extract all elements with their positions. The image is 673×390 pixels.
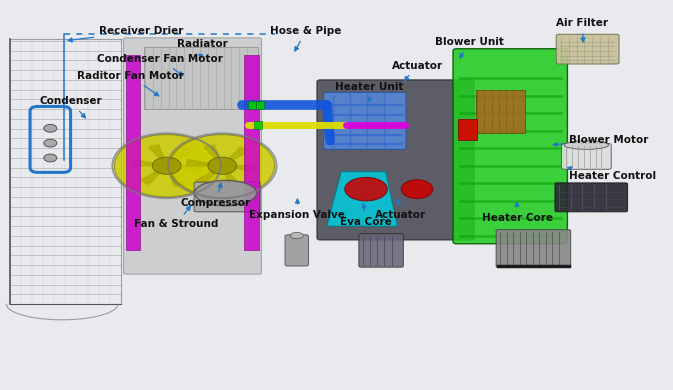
Circle shape [44, 124, 57, 132]
Bar [458, 119, 477, 140]
Bar [244, 55, 259, 250]
Text: Radiator: Radiator [177, 39, 228, 58]
Text: Receiver Drier: Receiver Drier [68, 26, 184, 42]
Polygon shape [327, 172, 398, 226]
Text: Raditor Fan Motor: Raditor Fan Motor [77, 71, 184, 96]
FancyBboxPatch shape [453, 49, 567, 244]
FancyBboxPatch shape [496, 230, 571, 267]
Bar [254, 121, 262, 129]
Text: Actuator: Actuator [392, 60, 443, 81]
Ellipse shape [564, 141, 608, 149]
Bar [144, 47, 258, 109]
Bar [476, 90, 525, 133]
Text: Hose & Pipe: Hose & Pipe [271, 26, 342, 51]
FancyBboxPatch shape [124, 38, 262, 274]
Text: Condenser: Condenser [39, 96, 102, 118]
FancyBboxPatch shape [561, 144, 611, 169]
Ellipse shape [345, 177, 387, 201]
Ellipse shape [401, 180, 433, 199]
FancyBboxPatch shape [194, 182, 260, 212]
Polygon shape [205, 145, 222, 166]
Bar [248, 101, 256, 109]
Polygon shape [222, 166, 240, 187]
Circle shape [152, 157, 181, 174]
Text: Heater Unit: Heater Unit [335, 82, 404, 102]
Ellipse shape [290, 232, 304, 239]
Text: Condenser Fan Motor: Condenser Fan Motor [97, 54, 223, 76]
Polygon shape [167, 166, 184, 187]
FancyBboxPatch shape [285, 235, 308, 266]
Polygon shape [186, 160, 222, 166]
FancyBboxPatch shape [317, 80, 474, 240]
Circle shape [170, 135, 275, 197]
Text: Heater Core: Heater Core [483, 202, 553, 223]
Bar [125, 55, 140, 250]
Text: Actuator: Actuator [374, 199, 425, 220]
FancyBboxPatch shape [324, 92, 406, 149]
Circle shape [114, 135, 219, 197]
Bar [256, 101, 264, 109]
Polygon shape [167, 147, 193, 166]
FancyBboxPatch shape [555, 183, 627, 212]
Text: Fan & Stround: Fan & Stround [135, 206, 219, 229]
FancyBboxPatch shape [557, 34, 619, 64]
Text: Air Filter: Air Filter [556, 18, 608, 42]
Polygon shape [222, 166, 258, 172]
Text: Blower Motor: Blower Motor [553, 135, 648, 146]
Polygon shape [131, 160, 167, 166]
Circle shape [44, 139, 57, 147]
Polygon shape [149, 145, 167, 166]
Polygon shape [167, 166, 203, 172]
Ellipse shape [194, 180, 256, 206]
FancyBboxPatch shape [359, 234, 403, 267]
Circle shape [208, 157, 237, 174]
Text: Eva Core: Eva Core [340, 204, 392, 227]
Polygon shape [140, 166, 167, 184]
Polygon shape [222, 147, 248, 166]
Text: Blower Unit: Blower Unit [435, 37, 504, 58]
Text: Expansion Valve: Expansion Valve [250, 199, 345, 220]
Text: Compressor: Compressor [180, 183, 251, 208]
Circle shape [44, 154, 57, 162]
Text: Heater Control: Heater Control [567, 167, 656, 181]
Polygon shape [196, 166, 222, 184]
